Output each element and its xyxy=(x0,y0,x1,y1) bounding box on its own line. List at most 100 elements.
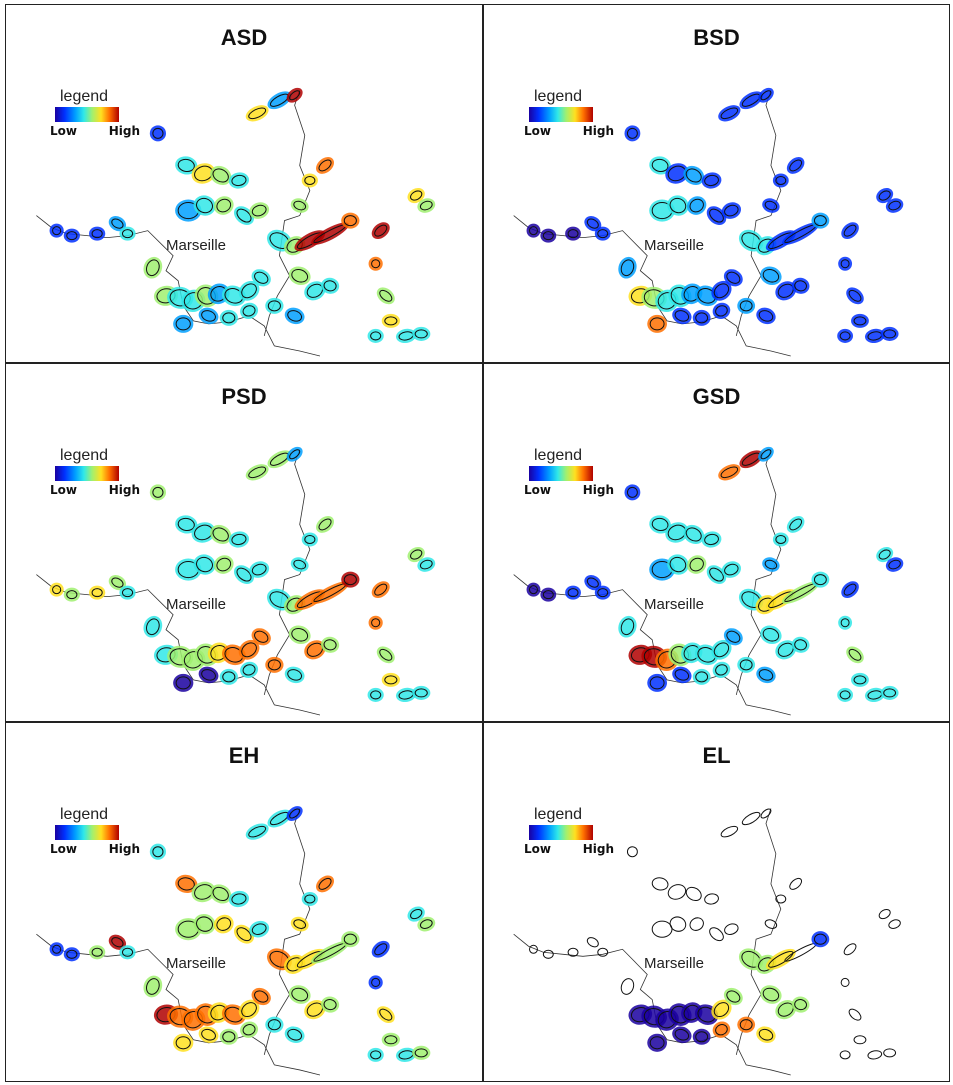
monitoring-zone xyxy=(290,198,309,213)
monitoring-zone xyxy=(288,985,311,1004)
monitoring-zone xyxy=(376,1006,395,1024)
monitoring-zone xyxy=(692,309,711,326)
monitoring-zone xyxy=(316,516,335,533)
monitoring-zone xyxy=(265,656,284,673)
monitoring-zone xyxy=(63,228,80,243)
monitoring-zone xyxy=(245,464,269,481)
monitoring-zone xyxy=(594,585,611,600)
monitoring-zone xyxy=(718,105,741,122)
city-label-marseille: Marseille xyxy=(644,596,705,613)
monitoring-zone xyxy=(706,206,727,225)
map-panel-eh: EH legend Low High Marseille xyxy=(5,722,483,1082)
monitoring-zone xyxy=(526,223,541,238)
monitoring-zone xyxy=(412,685,431,700)
monitoring-zone xyxy=(367,687,384,702)
monitoring-zone xyxy=(880,685,899,700)
monitoring-zone xyxy=(760,985,782,1004)
monitoring-zone xyxy=(175,515,198,534)
monitoring-zone xyxy=(760,808,772,819)
monitoring-zone xyxy=(672,307,692,325)
monitoring-zone xyxy=(173,673,194,692)
monitoring-zone xyxy=(649,515,671,534)
monitoring-zone xyxy=(417,916,436,932)
monitoring-zone xyxy=(219,309,238,326)
monitoring-zone xyxy=(108,216,127,232)
monitoring-zone xyxy=(288,266,311,286)
monitoring-zone xyxy=(210,165,232,186)
panel-title: ASD xyxy=(220,25,268,50)
monitoring-zone xyxy=(851,672,869,687)
monitoring-zone xyxy=(765,948,796,970)
monitoring-zone xyxy=(565,226,581,241)
monitoring-zone xyxy=(251,628,271,646)
monitoring-zone xyxy=(851,313,869,328)
monitoring-zone xyxy=(210,884,232,904)
map-canvas xyxy=(513,87,904,357)
monitoring-zone xyxy=(234,206,254,225)
legend-low-label: Low xyxy=(50,842,77,856)
monitoring-zone xyxy=(723,628,743,646)
monitoring-zone xyxy=(786,516,805,533)
legend-colorbar xyxy=(529,466,593,481)
monitoring-zone xyxy=(149,484,167,501)
legend-low-label: Low xyxy=(524,483,551,497)
legend-range: Low High xyxy=(524,124,614,138)
monitoring-zone xyxy=(651,877,669,891)
legend-high-label: High xyxy=(582,124,614,138)
monitoring-zone xyxy=(286,446,303,462)
legend-title: legend xyxy=(60,447,109,464)
monitoring-zone xyxy=(756,666,776,684)
monitoring-zone xyxy=(249,920,270,938)
monitoring-zone xyxy=(290,916,309,932)
monitoring-zone xyxy=(284,307,305,325)
monitoring-zone xyxy=(624,125,641,142)
monitoring-zone xyxy=(265,1016,284,1033)
monitoring-zone xyxy=(669,916,687,932)
monitoring-zone xyxy=(772,173,789,188)
monitoring-zone xyxy=(89,945,106,960)
monitoring-zone xyxy=(848,1008,862,1021)
monitoring-zone xyxy=(376,287,395,305)
monitoring-zone xyxy=(288,625,311,645)
monitoring-zone xyxy=(647,673,668,692)
monitoring-zone xyxy=(880,326,899,341)
monitoring-zone xyxy=(586,937,599,948)
monitoring-zone xyxy=(649,156,671,175)
monitoring-zone xyxy=(789,877,803,890)
monitoring-zone xyxy=(838,256,853,271)
monitoring-zone xyxy=(667,195,689,216)
monitoring-zone xyxy=(341,571,360,588)
monitoring-zone xyxy=(721,561,742,578)
monitoring-zone xyxy=(584,216,602,232)
legend-title: legend xyxy=(534,88,583,105)
monitoring-zone xyxy=(251,269,271,287)
monitoring-zone xyxy=(701,531,722,548)
monitoring-zone xyxy=(838,615,853,630)
legend-colorbar xyxy=(55,107,119,122)
monitoring-zone xyxy=(526,582,541,597)
legend-high-label: High xyxy=(108,483,140,497)
monitoring-zone xyxy=(286,806,303,821)
monitoring-zone xyxy=(846,287,864,305)
monitoring-zone xyxy=(108,575,127,591)
monitoring-zone xyxy=(597,947,609,957)
monitoring-zone xyxy=(284,666,305,684)
monitoring-zone xyxy=(193,913,216,935)
monitoring-zone xyxy=(371,581,390,599)
monitoring-zone xyxy=(594,226,611,241)
monitoring-zone xyxy=(108,934,127,950)
monitoring-zone xyxy=(49,942,64,957)
monitoring-zone xyxy=(290,557,309,572)
monitoring-zone xyxy=(119,945,136,960)
monitoring-zone xyxy=(173,1033,194,1052)
monitoring-zone xyxy=(542,949,554,959)
monitoring-zone xyxy=(853,1035,867,1045)
monitoring-zone xyxy=(341,212,360,229)
monitoring-zone xyxy=(667,554,689,575)
monitoring-zone xyxy=(381,672,400,687)
monitoring-zone xyxy=(841,581,859,599)
monitoring-zone xyxy=(712,302,731,320)
monitoring-zone xyxy=(692,668,711,685)
monitoring-zone xyxy=(245,823,269,840)
monitoring-zone xyxy=(529,944,538,954)
